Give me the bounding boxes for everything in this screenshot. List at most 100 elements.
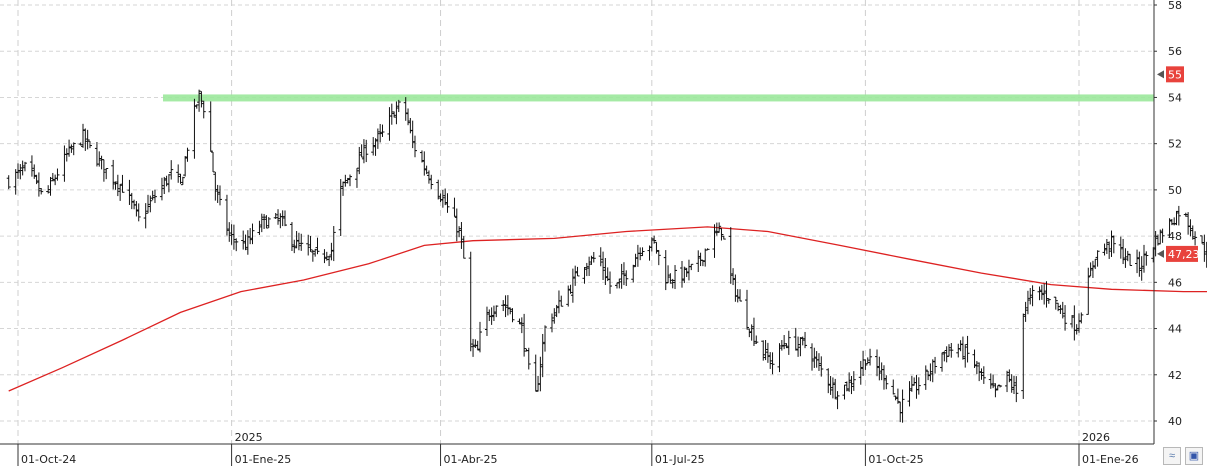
ohlc-bar — [881, 365, 886, 390]
ohlc-bar — [445, 193, 450, 213]
ohlc-bar — [559, 295, 564, 307]
ohlc-bar — [1009, 374, 1014, 393]
ohlc-bar — [208, 101, 213, 152]
ohlc-bar — [457, 226, 462, 238]
ohlc-bar — [782, 335, 787, 350]
wave-icon-glyph: ≈ — [1168, 449, 1176, 462]
ohlc-bar — [803, 331, 808, 349]
ohlc-bar — [101, 159, 106, 182]
ohlc-bar — [640, 247, 645, 257]
ohlc-bar — [169, 160, 174, 180]
ohlc-bar — [357, 146, 362, 175]
ohlc-bar — [684, 267, 689, 277]
ohlc-bar — [113, 181, 118, 190]
ohlc-bar — [273, 213, 278, 219]
ohlc-bar — [796, 336, 801, 357]
ohlc-bar — [526, 347, 531, 370]
y-axis-ticks: 40 42 44 46 48 50 52 54 56 58 — [1154, 0, 1182, 428]
ohlc-bar — [6, 175, 11, 190]
ohlc-bar — [1202, 234, 1207, 262]
ohlc-bar — [152, 189, 157, 204]
ohlc-bar — [329, 242, 334, 261]
ohlc-bar — [1123, 248, 1128, 268]
support-level — [163, 94, 1154, 102]
ohlc-bar — [313, 248, 318, 257]
ohlc-bar — [227, 222, 232, 242]
ohlc-bar — [568, 284, 573, 294]
ohlc-bar — [877, 356, 882, 381]
ohlc-bar — [197, 89, 202, 112]
ohlc-bar — [940, 352, 945, 372]
ohlc-bar — [324, 251, 329, 261]
ohlc-bar — [923, 365, 928, 390]
ohlc-bar — [670, 278, 675, 289]
ohlc-bar — [468, 251, 473, 352]
ohlc-bar — [1088, 262, 1093, 277]
ohlc-bar — [250, 223, 255, 245]
ohlc-bar — [1193, 231, 1198, 246]
ohlc-bar — [543, 325, 548, 352]
ohlc-bar — [573, 265, 578, 286]
ohlc-bar — [1174, 210, 1179, 226]
ohlc-bars — [6, 89, 1207, 423]
ohlc-bar — [522, 313, 527, 357]
ohlc-bar — [654, 241, 659, 254]
ohlc-bar — [20, 160, 25, 176]
ohlc-bar — [241, 230, 246, 250]
y-tick-label: 46 — [1168, 276, 1182, 289]
ohlc-bar — [1079, 312, 1084, 324]
ohlc-bar — [816, 353, 821, 371]
ohlc-bar — [436, 179, 441, 200]
ohlc-bar — [180, 176, 185, 186]
ohlc-bar — [749, 324, 754, 341]
save-icon[interactable]: ▣ — [1185, 447, 1203, 465]
ohlc-bar — [162, 176, 167, 195]
ohlc-bar — [998, 384, 1003, 388]
ohlc-bar — [566, 285, 571, 307]
ohlc-bar — [1144, 251, 1149, 266]
ohlc-bar — [299, 233, 304, 251]
ohlc-bar — [719, 228, 724, 241]
ohlc-bar — [120, 174, 125, 193]
ohlc-bar — [111, 159, 116, 190]
ohlc-bar — [426, 170, 431, 184]
ohlc-bar — [1200, 235, 1205, 244]
ohlc-bar — [134, 201, 139, 217]
ohlc-bar — [211, 151, 216, 173]
ohlc-bar — [97, 151, 102, 167]
ohlc-bar — [371, 137, 376, 156]
ohlc-bar — [1160, 228, 1165, 243]
ohlc-bar — [1007, 369, 1012, 383]
ohlc-bar — [1063, 305, 1068, 331]
ohlc-bar — [491, 305, 496, 322]
ohlc-bar — [786, 330, 791, 355]
x-tick-label: 01-Abr-25 — [444, 453, 498, 466]
ohlc-bar — [1121, 238, 1126, 265]
ohlc-bar — [768, 352, 773, 369]
ohlc-bar — [1037, 286, 1042, 301]
ohlc-bar — [1044, 281, 1049, 308]
ohlc-bar — [1093, 258, 1098, 270]
y-tick-label: 40 — [1168, 415, 1182, 428]
ohlc-bar — [1039, 284, 1044, 300]
ohlc-bar — [761, 340, 766, 361]
ohlc-bar — [972, 349, 977, 368]
ohlc-bar — [471, 338, 476, 357]
ohlc-bar — [429, 174, 434, 190]
ohlc-bar — [965, 335, 970, 363]
ohlc-bar — [289, 222, 294, 252]
ohlc-bar — [705, 248, 710, 251]
ohlc-bar — [863, 359, 868, 370]
moving-average — [8, 226, 1207, 392]
ohlc-bar — [1014, 376, 1019, 403]
ohlc-bar — [714, 222, 719, 236]
ohlc-bar — [148, 195, 153, 213]
ohlc-bar — [754, 335, 759, 345]
wave-icon[interactable]: ≈ — [1163, 447, 1181, 465]
ohlc-bar — [118, 184, 123, 201]
ohlc-bar — [842, 384, 847, 400]
ohlc-bar — [22, 161, 27, 172]
ohlc-bar — [276, 209, 281, 225]
ohlc-bar — [322, 249, 327, 264]
ohlc-bar — [728, 227, 733, 284]
